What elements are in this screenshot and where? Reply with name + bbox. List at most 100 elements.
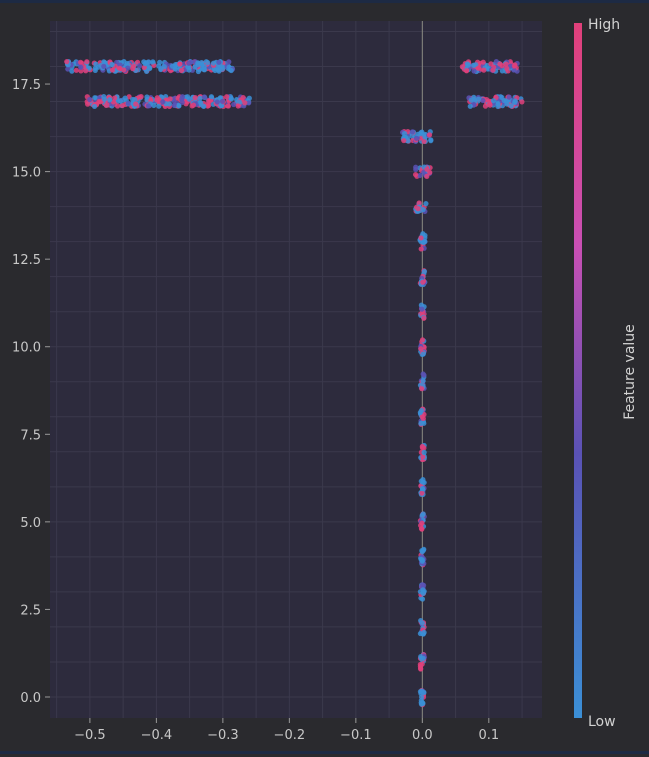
data-point [419,443,425,450]
data-point [197,95,203,101]
data-point [417,663,423,669]
data-point [418,346,424,352]
data-point [73,67,79,73]
data-point [475,65,481,71]
data-point [186,67,192,73]
data-point [142,61,148,67]
data-point [419,620,425,626]
data-point [198,100,204,106]
data-point [459,64,465,70]
data-point [421,315,427,321]
data-point [482,103,489,109]
data-point [226,59,232,65]
data-point [419,596,426,602]
data-point [178,67,185,74]
points-layer [64,58,525,708]
data-point [420,700,426,706]
data-point [205,103,211,109]
data-point [101,63,107,69]
data-point [144,94,150,100]
data-point [418,246,424,252]
data-point [420,279,426,285]
data-point [93,61,99,67]
x-axis: −0.5 −0.4 −0.3 −0.2 −0.1 0.0 0.1 [74,718,499,743]
data-point [416,200,422,206]
data-point [64,59,70,65]
data-point [78,59,84,65]
data-point [201,103,207,109]
data-point [419,558,425,564]
data-point [508,63,514,69]
data-point [177,61,183,67]
x-tick-label: −0.1 [340,728,372,743]
y-axis: 0.0 2.5 5.0 7.5 10.0 12.5 15.0 17.5 [12,78,50,706]
data-point [92,65,98,71]
data-point [420,415,426,422]
data-point [231,101,237,108]
data-point [423,201,429,207]
data-point [405,138,411,144]
data-point [137,63,143,69]
x-tick-label: 0.0 [412,728,433,743]
data-point [419,306,425,312]
data-point [512,99,518,106]
data-point [419,337,426,343]
data-point [468,97,474,103]
data-point [192,95,198,101]
data-point [91,103,98,110]
data-point [402,131,408,137]
data-point [121,67,127,73]
data-point [415,206,421,212]
data-point [419,688,425,694]
data-point [418,655,424,661]
data-point [419,485,426,492]
data-point [504,65,510,71]
data-point [419,386,425,392]
data-point [205,60,211,66]
data-point [83,68,89,74]
data-point [201,94,207,100]
data-point [503,61,509,67]
data-point [412,171,419,178]
data-point [421,372,427,378]
data-point [420,231,426,237]
y-tick-label: 0.0 [20,691,41,706]
data-point [463,68,470,74]
data-point [490,67,496,73]
y-tick-label: 12.5 [12,253,41,268]
data-point [69,68,75,74]
data-point [508,103,514,109]
x-tick-label: −0.2 [274,728,306,743]
data-point [138,94,144,100]
data-point [132,96,138,103]
x-tick-label: 0.1 [478,728,499,743]
y-tick-label: 15.0 [12,166,41,181]
data-point [160,99,166,105]
plot-area [50,21,542,718]
data-point [427,169,433,176]
data-point [150,59,156,65]
data-point [186,60,192,66]
data-point [418,478,424,484]
data-point [421,629,427,636]
data-point [487,102,493,108]
data-point [130,66,136,72]
data-point [488,61,494,67]
data-point [506,94,512,100]
data-point [481,67,487,73]
data-point [125,65,131,71]
data-point [420,582,427,588]
data-point [418,235,424,241]
data-point [219,98,226,104]
data-point [467,103,473,109]
data-point [176,103,182,109]
data-point [186,96,192,102]
data-point [145,103,151,109]
data-point [107,97,113,103]
data-point [179,96,185,102]
data-point [216,59,222,65]
data-point [84,59,90,65]
data-point [195,61,201,68]
data-point [119,102,125,109]
y-tick-label: 7.5 [20,428,41,443]
